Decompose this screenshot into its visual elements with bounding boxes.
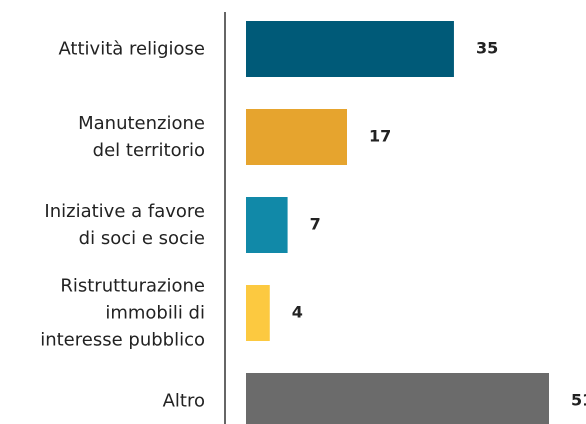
value-label: 4 (292, 303, 303, 322)
category-label: Ristrutturazione immobili di interesse p… (40, 275, 205, 351)
category-label: Iniziative a favore di soci e socie (44, 201, 205, 249)
value-label: 35 (476, 39, 498, 58)
bar (246, 21, 454, 77)
category-label: Attività religiose (58, 38, 205, 60)
bar (246, 373, 549, 424)
value-label: 7 (310, 215, 321, 234)
bar (246, 109, 347, 165)
bar (246, 285, 270, 341)
category-label: Manutenzione del territorio (78, 113, 205, 161)
bar (246, 197, 288, 253)
category-label: Altro (162, 390, 205, 412)
value-label: 17 (369, 127, 391, 146)
value-label: 51 (571, 391, 586, 410)
